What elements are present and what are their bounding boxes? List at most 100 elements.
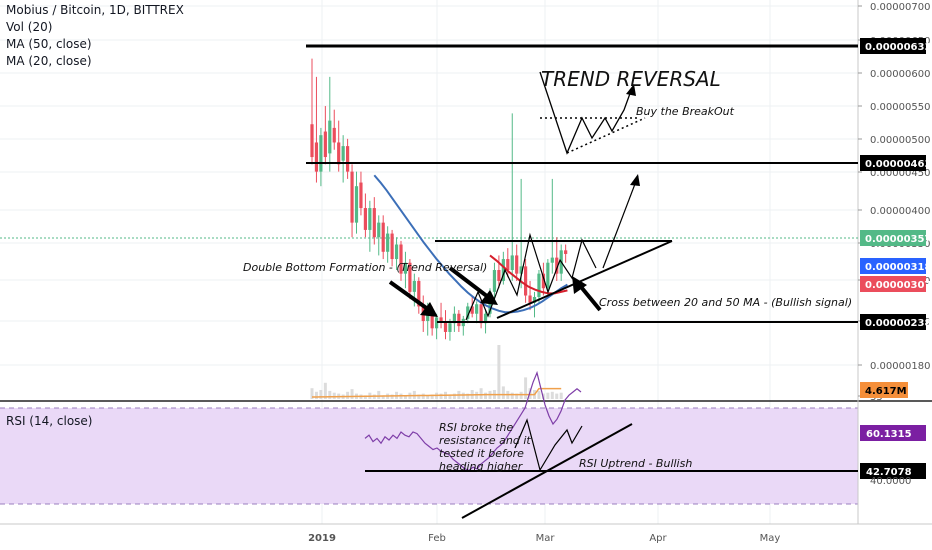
- candle-body: [341, 146, 345, 161]
- candle-body: [479, 304, 483, 324]
- price-tag-black: [860, 38, 926, 54]
- price-tick-label: 0.00000400: [870, 206, 930, 217]
- time-axis[interactable]: 2019 Feb Mar Apr May: [308, 533, 780, 544]
- candle-body: [466, 306, 470, 319]
- volume-bar: [537, 390, 541, 399]
- volume-bar: [363, 395, 367, 399]
- candle-body: [519, 266, 523, 274]
- legend: Mobius / Bitcoin, 1D, BITTREX Vol (20) M…: [6, 2, 184, 70]
- double-bottom-text: Double Bottom Formation - (Trend Reversa…: [243, 261, 487, 274]
- zigzag-path[interactable]: [465, 232, 597, 321]
- volume-bar: [350, 389, 354, 399]
- volume-bar: [546, 392, 550, 399]
- rsi-tag-label: 60.1315: [866, 429, 912, 440]
- volume-bar: [448, 394, 452, 399]
- candle-body: [381, 222, 385, 252]
- legend-rsi[interactable]: RSI (14, close): [6, 414, 93, 428]
- rsi-tag-label: 42.7078: [866, 467, 912, 478]
- candle-body: [337, 142, 341, 165]
- candle-body: [323, 131, 327, 158]
- rsi-tag-black: [860, 463, 926, 479]
- candle-body: [328, 120, 332, 154]
- candle-body: [475, 304, 479, 314]
- volume-bar: [328, 390, 332, 399]
- candle-body: [515, 255, 519, 274]
- breakout-arrow-head: [630, 174, 640, 186]
- triangle-rising-line[interactable]: [496, 240, 673, 319]
- price-tag-green: [860, 230, 926, 246]
- candle-body: [354, 186, 359, 223]
- candle-body: [483, 313, 488, 324]
- candle-body: [412, 280, 416, 292]
- price-tag-label: 0.00000318: [865, 262, 931, 273]
- volume-bar: [461, 392, 465, 399]
- volume-bar: [439, 393, 443, 399]
- candle-body: [532, 296, 537, 303]
- volume-bar: [381, 395, 385, 399]
- double-bottom-arrow-1[interactable]: [388, 280, 434, 314]
- volume-bar: [332, 392, 336, 399]
- price-axis[interactable]: 0.000007000.000006500.000006000.00000550…: [858, 2, 930, 403]
- volume-bar: [403, 395, 407, 399]
- price-tag-blue: [860, 258, 926, 274]
- legend-ma50[interactable]: MA (50, close): [6, 37, 92, 51]
- candle-body: [319, 135, 323, 172]
- candle-body: [408, 262, 412, 292]
- price-tick-label: 0.00000180: [870, 361, 930, 372]
- volume-bar: [555, 393, 559, 399]
- candle-body: [350, 171, 354, 223]
- rsi-line: [364, 370, 582, 472]
- candle-body: [510, 255, 514, 271]
- price-tag-black: [860, 314, 926, 330]
- volume-bar: [314, 391, 318, 399]
- double-bottom-arrow-1-head: [420, 302, 438, 317]
- trend-reversal-sketch[interactable]: [539, 71, 633, 155]
- candle-body: [506, 259, 510, 271]
- cross-arrow-head: [572, 276, 587, 294]
- candle-body: [403, 262, 408, 274]
- legend-vol[interactable]: Vol (20): [6, 20, 53, 34]
- breakout-arrow[interactable]: [602, 175, 639, 269]
- volume-bar: [323, 382, 327, 399]
- candle-body: [555, 257, 559, 274]
- candle-body: [546, 262, 550, 289]
- candle-body: [310, 124, 314, 158]
- buy-breakout-text: Buy the BreakOut: [636, 105, 735, 118]
- candle-body: [492, 270, 497, 292]
- volume-bar: [390, 394, 394, 399]
- legend-ma20[interactable]: MA (20, close): [6, 54, 92, 68]
- candle-body: [501, 259, 505, 281]
- double-bottom-arrow-2[interactable]: [448, 266, 494, 302]
- volume-bar: [452, 393, 456, 399]
- legend-title[interactable]: Mobius / Bitcoin, 1D, BITTREX: [6, 3, 184, 17]
- rsi-uptrend-line[interactable]: [461, 423, 633, 519]
- price-tag-label: 0.00000633: [865, 42, 931, 53]
- rsi-zigzag[interactable]: [514, 418, 583, 472]
- volume-bar: [559, 392, 563, 399]
- candle-body: [541, 273, 545, 289]
- candle-body: [346, 146, 350, 172]
- candle-body: [430, 310, 434, 329]
- price-tag-label: 0.00000238: [865, 318, 931, 329]
- rsi-partial-tick-label: 40.0000: [870, 476, 911, 487]
- time-tick-label: May: [760, 533, 781, 544]
- cross-text: Cross between 20 and 50 MA - (Bullish si…: [599, 296, 852, 309]
- volume-bar: [515, 393, 519, 399]
- volume-bar: [426, 395, 430, 399]
- candle-body: [448, 323, 452, 332]
- trend-reversal-text: TREND REVERSAL: [541, 67, 721, 91]
- candle-body: [564, 250, 568, 254]
- trend-reversal-trendline[interactable]: [566, 117, 646, 154]
- time-tick-label: Apr: [649, 533, 667, 544]
- volume-bar: [430, 394, 434, 399]
- rsi-broke-text-3: tested it before: [439, 447, 524, 460]
- volume-ma-line: [311, 387, 562, 398]
- volume-bar: [346, 391, 350, 399]
- candle-body: [386, 233, 390, 252]
- volume-bar: [417, 394, 421, 399]
- volume-bar: [510, 392, 514, 399]
- candle-body: [537, 273, 541, 297]
- candle-body: [435, 317, 439, 329]
- candle-body: [439, 317, 443, 322]
